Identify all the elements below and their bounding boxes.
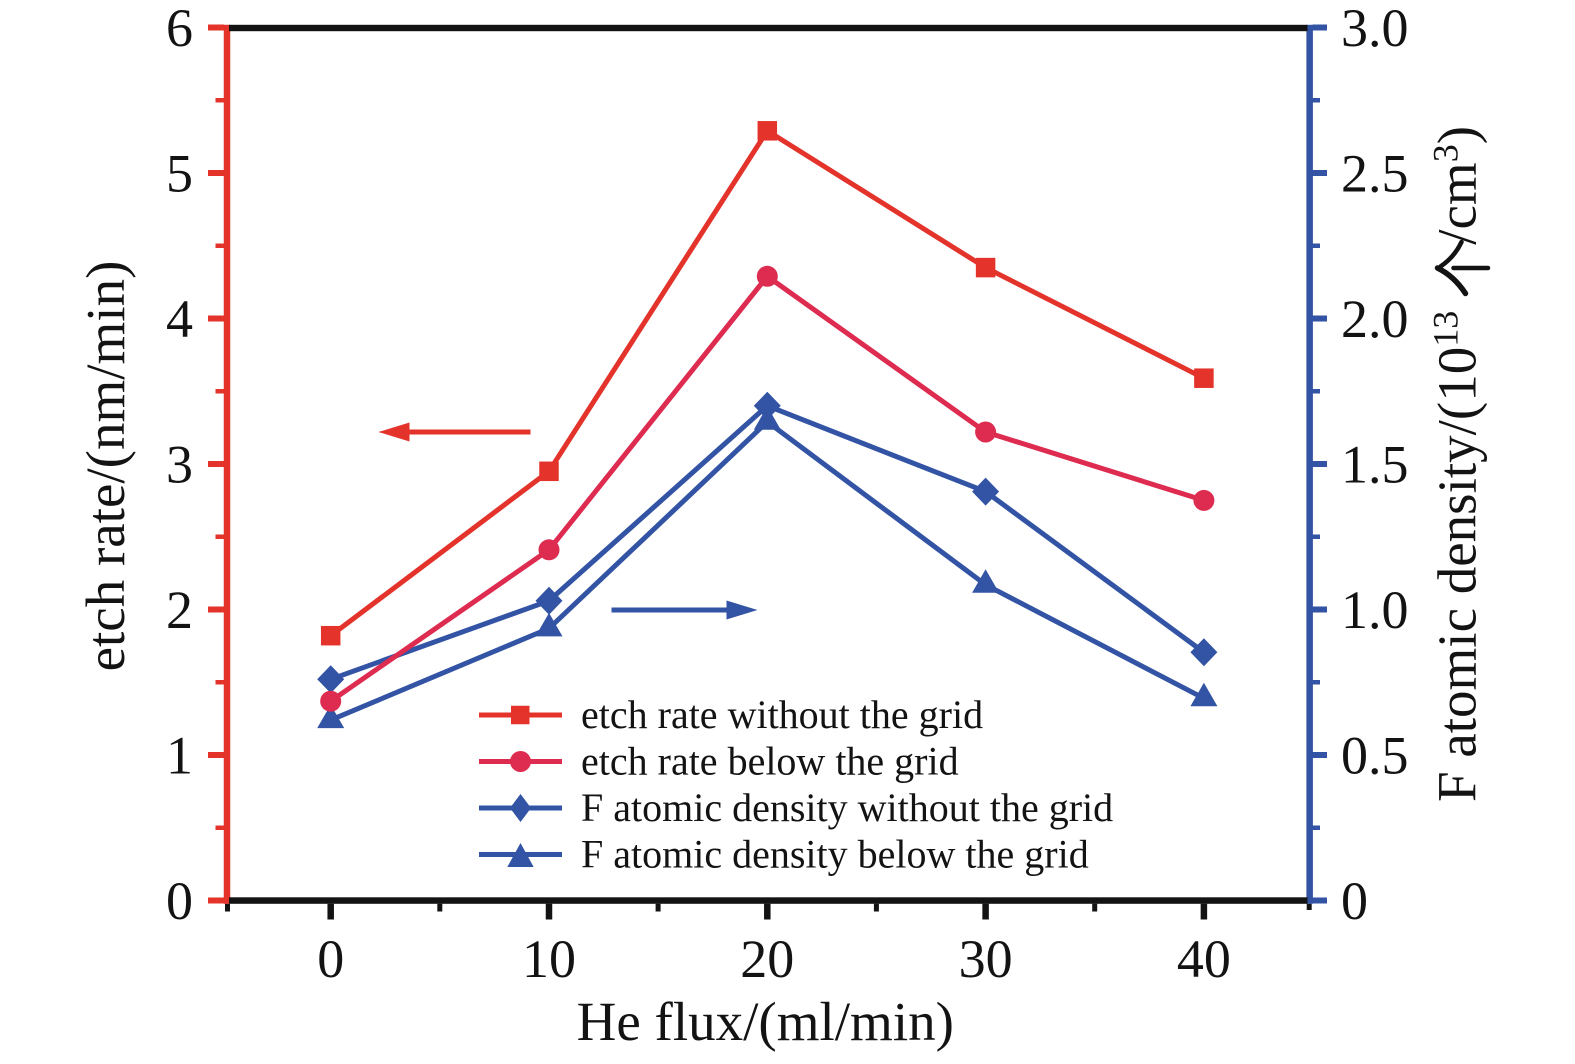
svg-text:He flux/(ml/min): He flux/(ml/min) <box>577 991 954 1052</box>
svg-text:etch rate without the grid: etch rate without the grid <box>581 692 983 737</box>
svg-text:5: 5 <box>166 144 193 204</box>
svg-text:F atomic density/(10: F atomic density/(10 <box>1427 347 1488 802</box>
svg-text:2.5: 2.5 <box>1341 144 1409 204</box>
svg-text:0: 0 <box>317 929 344 989</box>
svg-text:0: 0 <box>1341 871 1368 931</box>
svg-text:3: 3 <box>166 435 193 495</box>
svg-text:3.0: 3.0 <box>1341 0 1409 58</box>
svg-text:2: 2 <box>166 580 193 640</box>
svg-text:40: 40 <box>1177 929 1231 989</box>
svg-text:F atomic density without the g: F atomic density without the grid <box>581 785 1113 830</box>
svg-text:10: 10 <box>522 929 576 989</box>
svg-text:2.0: 2.0 <box>1341 289 1409 349</box>
svg-text:30: 30 <box>959 929 1013 989</box>
svg-text:F atomic density below the gri: F atomic density below the grid <box>581 832 1089 877</box>
svg-text:6: 6 <box>166 0 193 58</box>
svg-text:0: 0 <box>166 871 193 931</box>
svg-text:1.0: 1.0 <box>1341 580 1409 640</box>
svg-text:etch rate/(nm/min): etch rate/(nm/min) <box>75 261 136 672</box>
svg-text:20: 20 <box>740 929 794 989</box>
svg-text:4: 4 <box>166 289 193 349</box>
svg-text:1: 1 <box>166 726 193 786</box>
svg-text:1.5: 1.5 <box>1341 435 1409 495</box>
svg-text:): ) <box>1427 126 1488 144</box>
svg-text:3: 3 <box>1426 144 1466 162</box>
svg-text:13: 13 <box>1426 311 1466 347</box>
svg-text:etch rate below the grid: etch rate below the grid <box>581 739 959 784</box>
svg-text:0.5: 0.5 <box>1341 726 1409 786</box>
svg-text:/cm: /cm <box>1427 162 1488 244</box>
